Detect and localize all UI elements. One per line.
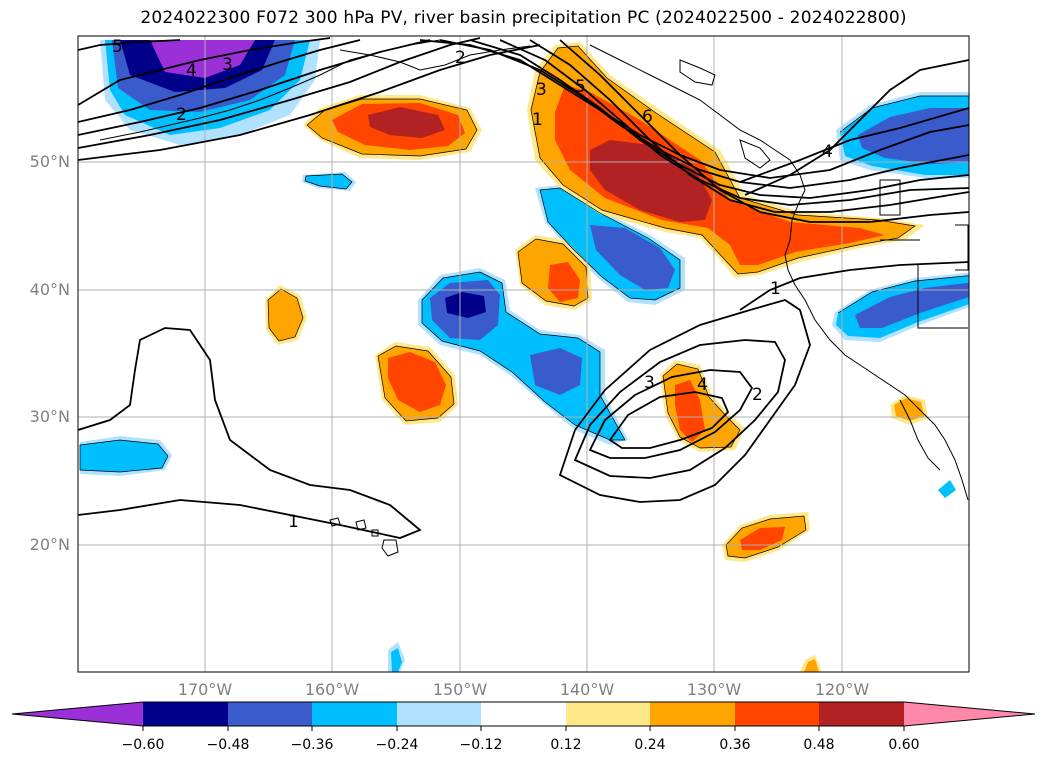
pv-label: 4: [822, 142, 833, 162]
colorbar-tick-label: −0.36: [290, 737, 334, 753]
lat-label-20n: 20°N: [29, 535, 70, 554]
pv-label: 1: [532, 110, 543, 130]
colorbar-tick-label: 0.12: [550, 737, 582, 753]
pv-label: 2: [176, 105, 187, 125]
pv-label: 2: [455, 48, 466, 68]
lat-label-40n: 40°N: [29, 280, 70, 299]
colorbar-segment: [735, 702, 819, 726]
colorbar-right-extend: [904, 702, 1035, 726]
pv-label: 6: [642, 107, 653, 127]
colorbar-segment: [143, 702, 228, 726]
colorbar-segment: [228, 702, 312, 726]
pv-label: 5: [575, 77, 586, 97]
map-title: 2024022300 F072 300 hPa PV, river basin …: [140, 8, 907, 28]
lat-label-30n: 30°N: [29, 407, 70, 426]
lon-label-130w: 130°W: [686, 680, 742, 699]
pv-label: 1: [770, 279, 781, 299]
colorbar-tick-label: 0.24: [634, 737, 666, 753]
pv-label: 2: [752, 385, 763, 405]
lon-label-120w: 120°W: [814, 680, 870, 699]
pv-label: 4: [186, 61, 197, 81]
colorbar-segment: [397, 702, 481, 726]
colorbar-segment: [481, 702, 566, 726]
pv-label: 3: [644, 373, 655, 393]
colorbar-tick-label: 0.36: [719, 737, 751, 753]
pv-label: 4: [697, 375, 708, 395]
colorbar-segment: [819, 702, 904, 726]
lat-label-50n: 50°N: [29, 152, 70, 171]
pv-label: 1: [288, 512, 299, 532]
colorbar-tick-label: 0.60: [888, 737, 920, 753]
pv-contours: [78, 37, 969, 539]
lon-label-160w: 160°W: [304, 680, 360, 699]
colorbar-tick-label: −0.12: [459, 737, 503, 753]
colorbar-left-extend: [12, 702, 143, 726]
lon-label-140w: 140°W: [559, 680, 615, 699]
colorbar-tick-label: −0.48: [206, 737, 250, 753]
colorbar-tick-label: −0.24: [375, 737, 419, 753]
pv-label: 5: [112, 37, 123, 57]
lon-label-170w: 170°W: [177, 680, 233, 699]
map-border: [77, 35, 970, 673]
pv-label: 3: [222, 55, 233, 75]
contour-labels: 5 4 3 2 2 1 3 5 6 4 1 3 4 2 1: [112, 37, 833, 532]
colorbar-tick-label: 0.48: [803, 737, 835, 753]
colorbar-tick-label: −0.60: [121, 737, 165, 753]
lon-label-150w: 150°W: [432, 680, 488, 699]
colorbar-segment: [312, 702, 397, 726]
colorbar-segment: [650, 702, 735, 726]
colorbar-segment: [566, 702, 650, 726]
pv-label: 3: [536, 80, 547, 100]
colorbar: [11, 701, 1036, 731]
